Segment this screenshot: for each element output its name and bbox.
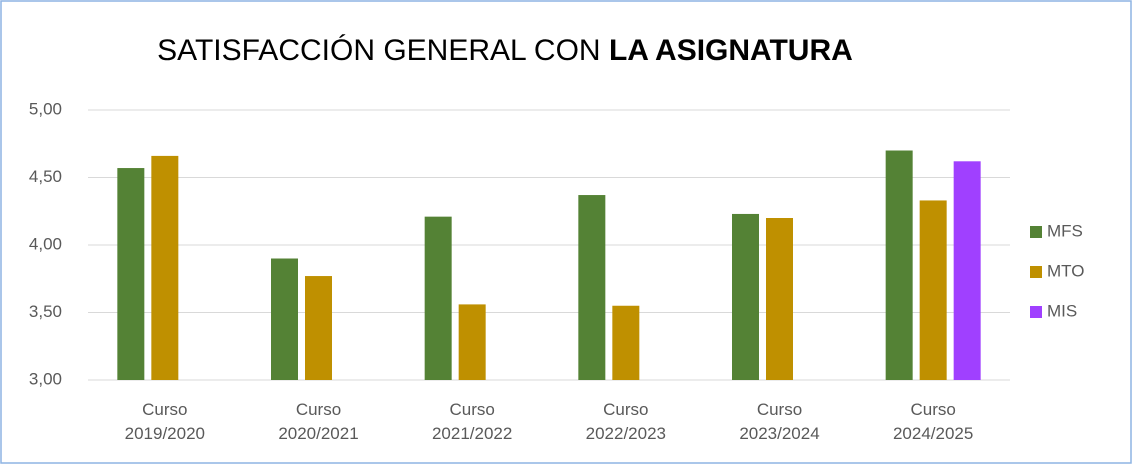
bar (612, 305, 640, 380)
y-tick-label: 5,00 (29, 99, 62, 118)
x-tick-label: Curso 2019/2020 (124, 400, 206, 443)
bar (151, 155, 179, 380)
bar (732, 213, 759, 380)
bar (458, 304, 486, 380)
bar (885, 150, 913, 380)
y-tick-label: 3,00 (29, 369, 62, 388)
bar (766, 218, 793, 380)
legend-swatch (1030, 266, 1042, 278)
legend-swatch (1030, 226, 1042, 238)
legend-label: MIS (1047, 301, 1077, 320)
chart-title: SATISFACCIÓN GENERAL CON LA ASIGNATURA (157, 34, 853, 67)
title-bold-part: LA ASIGNATURA (609, 34, 853, 67)
bar (424, 216, 452, 380)
bar (578, 195, 606, 380)
bar (271, 258, 298, 380)
legend-label: MFS (1047, 221, 1083, 240)
y-tick-label: 4,50 (29, 167, 62, 186)
x-tick-label: Curso 2020/2021 (278, 400, 359, 443)
x-tick-label: Curso 2021/2022 (431, 400, 513, 443)
x-tick-label: Curso 2024/2025 (892, 400, 974, 443)
y-tick-label: 4,00 (29, 234, 62, 253)
bar (117, 168, 145, 380)
bar (919, 200, 947, 380)
x-tick-label: Curso 2022/2023 (585, 400, 667, 443)
bar (953, 161, 981, 380)
legend-swatch (1030, 306, 1042, 318)
bar (305, 276, 332, 380)
title-part: SATISFACCIÓN GENERAL CON (157, 34, 600, 67)
y-tick-label: 3,50 (29, 302, 62, 321)
x-tick-label: Curso 2023/2024 (739, 400, 820, 443)
legend-label: MTO (1047, 261, 1084, 280)
